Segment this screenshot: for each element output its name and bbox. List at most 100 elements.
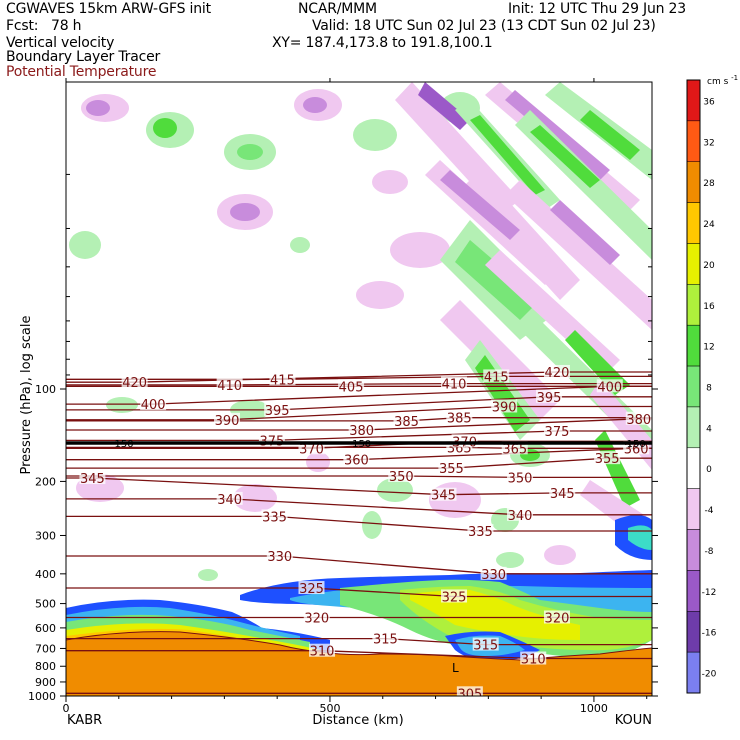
isentrope-label: 355 bbox=[594, 451, 621, 467]
svg-text:330: 330 bbox=[267, 550, 292, 565]
x-tick: 1000 bbox=[580, 78, 608, 715]
x-tick-label: 1000 bbox=[580, 702, 608, 715]
colorbar-swatch bbox=[686, 161, 701, 203]
svg-text:350: 350 bbox=[389, 470, 414, 485]
ground-low-marker: L bbox=[452, 661, 459, 675]
colorbar-swatch bbox=[686, 570, 701, 612]
isentrope-line bbox=[66, 515, 652, 532]
x-tick: 500 bbox=[319, 78, 340, 715]
isentrope-label: 350 bbox=[507, 470, 534, 486]
isentrope-label: 420 bbox=[121, 375, 148, 391]
svg-text:415: 415 bbox=[270, 373, 295, 388]
svg-text:325: 325 bbox=[299, 582, 324, 597]
y-tick-label: 700 bbox=[35, 642, 56, 655]
isentrope-label: 400 bbox=[140, 397, 167, 413]
svg-text:400: 400 bbox=[141, 398, 166, 413]
y-tick-label: 900 bbox=[35, 676, 56, 689]
svg-text:420: 420 bbox=[122, 376, 147, 391]
model-title: CGWAVES 15km ARW-GFS init bbox=[6, 1, 211, 17]
colorbar-swatch bbox=[686, 324, 701, 367]
init-time: Init: 12 UTC Thu 29 Jun 23 bbox=[508, 1, 686, 17]
tropopause-label: 150 bbox=[627, 439, 646, 450]
isentrope-label: 390 bbox=[214, 412, 241, 429]
isentrope-label: 360 bbox=[343, 452, 370, 469]
x-axis-ticks: 0 500 1000 bbox=[63, 78, 648, 715]
y-tick-label: 400 bbox=[35, 568, 56, 581]
isentrope-label: 405 bbox=[338, 379, 365, 395]
colorbar-label: -8 bbox=[705, 547, 714, 557]
isentrope-label: 415 bbox=[483, 369, 510, 385]
isentrope-line bbox=[66, 637, 652, 646]
colorbar-swatch bbox=[686, 243, 701, 285]
isentrope-line bbox=[66, 498, 652, 516]
colorbar-label: -20 bbox=[702, 670, 717, 680]
svg-text:385: 385 bbox=[447, 412, 472, 427]
isentrope-label: 325 bbox=[298, 581, 325, 597]
y-tick-label: 1000 bbox=[28, 690, 56, 703]
isentrope-label: 385 bbox=[446, 410, 473, 427]
colorbar-swatch bbox=[686, 406, 701, 449]
x-end-station: KOUN bbox=[615, 713, 652, 728]
y-axis-label: Pressure (hPa), log scale bbox=[19, 316, 34, 475]
isentrope-label: 380 bbox=[348, 422, 375, 439]
isentrope-label: 340 bbox=[507, 507, 534, 524]
colorbar-unit-exponent: -1 bbox=[731, 74, 738, 82]
y-tick: 100 bbox=[35, 383, 658, 396]
colorbar-swatch bbox=[686, 284, 701, 326]
svg-text:400: 400 bbox=[597, 380, 622, 395]
isentrope-label: 325 bbox=[441, 589, 468, 605]
y-tick-label: 300 bbox=[35, 529, 56, 542]
isentrope-line bbox=[66, 446, 652, 449]
colorbar-swatch bbox=[686, 365, 701, 408]
svg-text:385: 385 bbox=[394, 415, 419, 430]
org-label: NCAR/MMM bbox=[298, 1, 377, 17]
terrain-edge bbox=[66, 631, 652, 661]
isentrope-label: 345 bbox=[430, 487, 457, 504]
svg-text:315: 315 bbox=[473, 639, 498, 654]
colorbar-label: 4 bbox=[706, 424, 712, 434]
colorbar-swatch bbox=[686, 447, 701, 489]
svg-text:380: 380 bbox=[626, 413, 651, 428]
colorbar-label: 12 bbox=[703, 343, 714, 353]
isentrope-label: 305 bbox=[456, 686, 483, 702]
svg-text:345: 345 bbox=[550, 487, 575, 502]
isentrope-label: 400 bbox=[596, 379, 623, 395]
svg-text:355: 355 bbox=[595, 452, 620, 467]
svg-text:380: 380 bbox=[349, 424, 374, 439]
isentrope-label: 315 bbox=[472, 637, 499, 654]
svg-text:315: 315 bbox=[373, 633, 398, 648]
isentrope-label: 355 bbox=[438, 461, 465, 477]
isentrope-label: 335 bbox=[261, 509, 288, 525]
svg-text:320: 320 bbox=[545, 611, 570, 626]
svg-text:350: 350 bbox=[508, 471, 533, 486]
isentrope-line bbox=[66, 555, 652, 575]
isentrope-label: 340 bbox=[216, 491, 243, 508]
field-vertical-velocity: Vertical velocity bbox=[6, 35, 115, 51]
svg-text:345: 345 bbox=[80, 472, 105, 487]
forecast-hour: Fcst: 78 h bbox=[6, 18, 82, 34]
isentrope-label: 395 bbox=[536, 389, 563, 406]
isentrope-label: 410 bbox=[441, 376, 468, 393]
isentrope-line bbox=[66, 587, 652, 598]
svg-text:330: 330 bbox=[481, 568, 506, 583]
colorbar-swatch bbox=[686, 120, 701, 162]
colorbar-label: 0 bbox=[706, 465, 712, 475]
svg-text:410: 410 bbox=[442, 378, 467, 393]
y-tick: 500 bbox=[35, 598, 658, 611]
tropopause-label: 150 bbox=[115, 439, 134, 450]
svg-text:305: 305 bbox=[457, 687, 482, 702]
isentrope-label: 390 bbox=[491, 399, 518, 415]
cross-section-endpoints: XY= 187.4,173.8 to 191.8,100.1 bbox=[272, 35, 493, 51]
colorbar-label: 24 bbox=[703, 220, 715, 230]
x-tick-label: 0 bbox=[63, 702, 70, 715]
y-tick: 700 bbox=[35, 642, 658, 655]
x-tick-label: 500 bbox=[319, 702, 340, 715]
colorbar-unit-base: cm s bbox=[707, 77, 729, 87]
svg-text:405: 405 bbox=[339, 380, 364, 395]
svg-text:365: 365 bbox=[502, 442, 527, 457]
y-tick: 200 bbox=[35, 475, 658, 488]
colorbar-label: -4 bbox=[705, 506, 714, 516]
isentrope-line bbox=[66, 405, 652, 421]
